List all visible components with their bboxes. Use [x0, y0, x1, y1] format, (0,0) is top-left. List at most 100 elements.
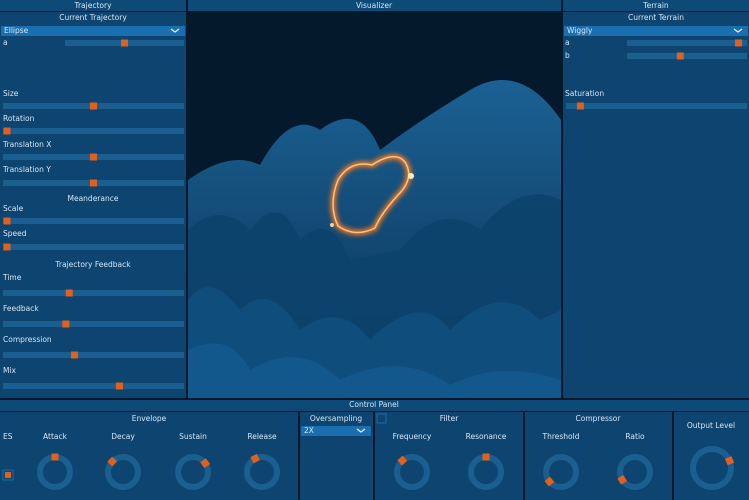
slider-handle[interactable]	[3, 217, 11, 225]
slider-label: Compression	[3, 335, 52, 344]
slider-handle[interactable]	[121, 39, 128, 47]
knob-handle	[250, 453, 260, 464]
slider-label: Translation X	[2, 140, 51, 149]
checkbox[interactable]	[376, 413, 387, 424]
terrain-render	[188, 80, 561, 398]
header-bar	[0, 400, 749, 411]
slider-label: b	[565, 51, 570, 60]
slider-handle[interactable]	[735, 39, 743, 47]
knob-handle	[482, 453, 490, 461]
knob-label: Sustain	[179, 432, 207, 441]
knob-label: Ratio	[625, 432, 645, 441]
dropdown-value: Wiggly	[567, 26, 593, 35]
slider-label: Rotation	[3, 114, 35, 123]
slider-label: Size	[3, 89, 19, 98]
slider-track	[3, 128, 184, 134]
slider-handle[interactable]	[576, 102, 584, 110]
panel-title: Visualizer	[356, 1, 393, 10]
knob-label: Attack	[43, 432, 68, 441]
dropdown-arrow	[170, 28, 180, 33]
knob-label: Decay	[111, 432, 135, 441]
header-bar	[563, 0, 749, 11]
dropdown-value: Ellipse	[4, 26, 29, 35]
section-label: Meanderance	[68, 194, 119, 203]
slider-track	[566, 103, 747, 109]
slider-label: Feedback	[3, 304, 39, 313]
slider-label: a	[565, 38, 570, 47]
slider-label: Time	[2, 273, 22, 282]
slider-handle[interactable]	[3, 127, 11, 135]
section-title: Oversampling	[310, 414, 363, 423]
dropdown[interactable]	[1, 26, 185, 36]
knob-ring[interactable]	[105, 454, 141, 490]
panel-title: Trajectory	[73, 1, 112, 10]
trajectory-loop	[330, 154, 414, 235]
slider-label: Saturation	[565, 89, 604, 98]
dropdown[interactable]	[301, 426, 371, 436]
section	[375, 412, 523, 500]
knob-label: Resonance	[466, 432, 507, 441]
slider-track	[627, 40, 747, 46]
dropdown-value: 2X	[304, 426, 314, 435]
slider-handle[interactable]	[3, 243, 11, 251]
knob-ring[interactable]	[690, 446, 734, 490]
knob-handle	[724, 456, 735, 466]
slider-track	[3, 352, 184, 358]
panel-subtitle: Current Trajectory	[59, 13, 127, 22]
dropdown-arrow	[356, 428, 366, 433]
knob-ring[interactable]	[394, 454, 430, 490]
slider-track	[3, 218, 184, 224]
slider-label: a	[3, 38, 8, 47]
section	[525, 412, 672, 500]
checkbox-check	[5, 472, 11, 478]
knob-label: Threshold	[542, 432, 580, 441]
section-title: Filter	[440, 414, 459, 423]
knob-ring[interactable]	[175, 454, 211, 490]
slider-handle[interactable]	[115, 382, 123, 390]
slider-handle[interactable]	[90, 179, 97, 187]
knob-ring[interactable]	[244, 454, 280, 490]
header-bar	[0, 0, 186, 11]
panel	[0, 12, 186, 398]
dropdown-arrow	[733, 28, 743, 33]
knob-handle	[544, 476, 555, 487]
panel-title: Control Panel	[349, 400, 399, 409]
panel	[563, 12, 749, 398]
knob-handle	[51, 453, 59, 461]
slider-handle[interactable]	[62, 320, 70, 328]
knob-label: Frequency	[393, 432, 432, 441]
knob-handle	[107, 456, 118, 467]
slider-track	[627, 53, 747, 59]
slider-label: Speed	[3, 229, 27, 238]
knob-handle	[617, 475, 628, 485]
slider-handle[interactable]	[90, 153, 97, 161]
slider-handle[interactable]	[90, 102, 97, 110]
slider-track	[3, 244, 184, 250]
slider-label: Scale	[3, 204, 24, 213]
slider-track	[3, 321, 184, 327]
header-bar	[188, 0, 561, 11]
slider-handle[interactable]	[65, 289, 73, 297]
knob-ring[interactable]	[543, 454, 579, 490]
slider-handle[interactable]	[70, 351, 78, 359]
section-title: Compressor	[576, 414, 622, 423]
checkbox[interactable]	[2, 469, 14, 481]
knob-handle	[397, 455, 408, 466]
section-label: Trajectory Feedback	[54, 260, 131, 269]
knob-ring[interactable]	[617, 454, 653, 490]
section-title: Envelope	[132, 414, 167, 423]
toggle-label: ES	[3, 432, 13, 441]
slider-track	[3, 290, 184, 296]
panel-title: Terrain	[642, 1, 669, 10]
slider-handle[interactable]	[676, 52, 684, 60]
slider-label: Mix	[3, 366, 17, 375]
slider-label: Translation Y	[2, 165, 51, 174]
knob-handle	[200, 458, 211, 469]
slider-track	[3, 383, 184, 389]
knob-label: Release	[247, 432, 277, 441]
dropdown[interactable]	[564, 26, 748, 36]
panel-subtitle: Current Terrain	[628, 13, 684, 22]
section-title: Output Level	[687, 421, 735, 430]
